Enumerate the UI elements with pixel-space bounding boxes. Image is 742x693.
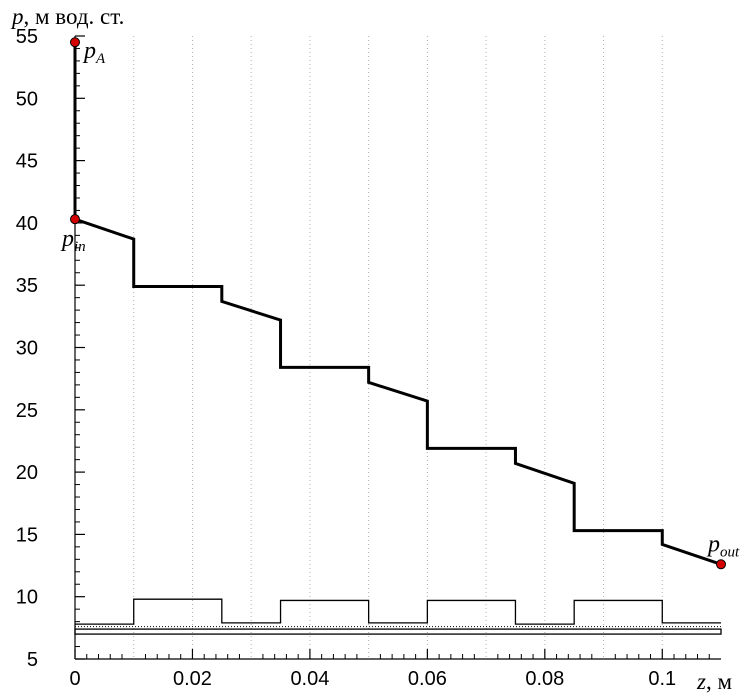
point-subscript: out xyxy=(720,544,740,560)
x-axis-symbol: z xyxy=(696,669,706,693)
y-tick-label: 55 xyxy=(16,26,38,48)
profile-outline xyxy=(75,598,721,625)
point-label-in: pin xyxy=(60,226,86,255)
point-marker-out xyxy=(716,559,726,570)
geometry-profile xyxy=(74,598,722,635)
axes: 5 10 15 20 25 30 35 40 45 50 55 0 0.02 0.04 0.06 0.08 0.… xyxy=(16,26,721,690)
point-subscript: A xyxy=(95,51,106,67)
x-tick-label: 0 xyxy=(69,668,80,690)
point-symbol: p xyxy=(82,38,96,64)
profile-base-strip xyxy=(74,628,722,635)
y-axis-symbol: p xyxy=(10,4,24,29)
y-tick-label: 20 xyxy=(16,462,38,484)
y-tick-label: 30 xyxy=(16,338,38,360)
point-label-out: pout xyxy=(706,531,740,560)
x-axis-unit: , м xyxy=(706,669,733,693)
y-tick-label: 45 xyxy=(16,151,38,173)
x-axis-title: z, м xyxy=(696,669,732,693)
y-tick-label: 35 xyxy=(16,275,38,297)
pressure-series xyxy=(73,42,722,566)
point-subscript: in xyxy=(74,239,86,255)
y-tick-label: 15 xyxy=(16,524,38,546)
point-marker-A xyxy=(70,37,80,48)
point-marker-in xyxy=(70,214,80,225)
x-tick-label: 0.1 xyxy=(648,668,676,690)
point-markers xyxy=(70,37,726,570)
y-tick-label: 50 xyxy=(16,88,38,110)
y-axis-unit: , м вод. ст. xyxy=(24,4,125,29)
y-tick-label: 40 xyxy=(16,213,38,235)
point-label-A: pA xyxy=(82,38,106,67)
grid-lines xyxy=(133,36,663,659)
x-tick-label: 0.04 xyxy=(290,668,329,690)
y-tick-label: 25 xyxy=(16,400,38,422)
y-axis-title: p, м вод. ст. xyxy=(10,4,124,29)
y-tick-label: 5 xyxy=(27,649,38,671)
x-tick-label: 0.06 xyxy=(408,668,447,690)
x-tick-label: 0.02 xyxy=(173,668,212,690)
pressure-line xyxy=(73,42,722,566)
point-symbol: p xyxy=(60,226,74,252)
point-symbol: p xyxy=(706,531,720,557)
x-tick-label: 0.08 xyxy=(525,668,564,690)
y-tick-label: 10 xyxy=(16,587,38,609)
